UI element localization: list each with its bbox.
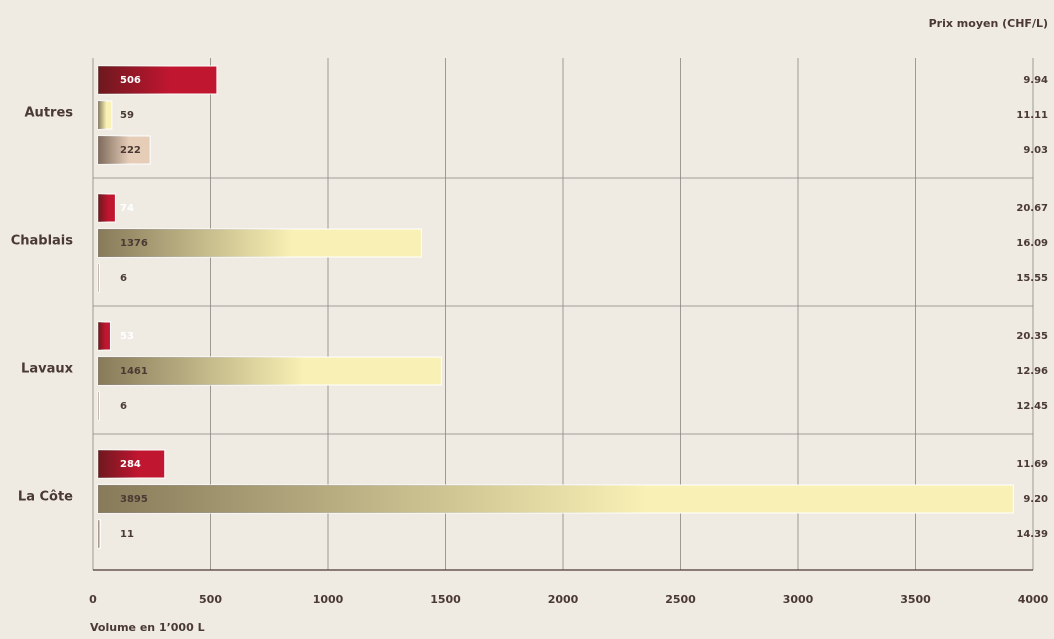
- value-label: 6: [120, 273, 127, 284]
- bar-shade: [98, 520, 101, 548]
- price-label: 20.67: [1016, 203, 1048, 214]
- value-label: 1376: [120, 238, 148, 249]
- x-tick-label: 1500: [430, 593, 461, 606]
- value-label: 506: [120, 75, 141, 86]
- bar-shade: [98, 66, 217, 94]
- value-label: 74: [120, 203, 134, 214]
- x-tick-label: 3500: [900, 593, 931, 606]
- price-label: 14.39: [1016, 529, 1048, 540]
- bar-shade: [98, 392, 100, 420]
- bar-shade: [98, 322, 111, 350]
- price-label: 11.69: [1016, 459, 1048, 470]
- price-label: 16.09: [1016, 238, 1048, 249]
- value-label: 11: [120, 529, 134, 540]
- price-label: 12.96: [1016, 366, 1048, 377]
- bar-shade: [98, 357, 442, 385]
- value-label: 284: [120, 459, 141, 470]
- category-label: Chablais: [11, 234, 74, 249]
- value-label: 1461: [120, 366, 148, 377]
- price-label: 12.45: [1016, 401, 1048, 412]
- value-label: 59: [120, 110, 134, 121]
- x-tick-label: 3000: [783, 593, 814, 606]
- price-label: 20.35: [1016, 331, 1048, 342]
- bar-shade: [98, 485, 1014, 513]
- bar-shade: [98, 136, 151, 164]
- bar-shade: [98, 264, 100, 292]
- bar-shade: [98, 229, 422, 257]
- value-label: 222: [120, 145, 141, 156]
- x-tick-label: 2000: [548, 593, 579, 606]
- x-tick-label: 500: [199, 593, 222, 606]
- value-label: 53: [120, 331, 134, 342]
- category-label: La Côte: [18, 490, 73, 505]
- x-tick-label: 2500: [665, 593, 696, 606]
- x-axis-title: Volume en 1’000 L: [90, 621, 205, 634]
- x-tick-label: 4000: [1018, 593, 1049, 606]
- price-label: 9.94: [1023, 75, 1048, 86]
- value-label: 3895: [120, 494, 148, 505]
- value-label: 6: [120, 401, 127, 412]
- bar-shade: [98, 101, 112, 129]
- category-label: Autres: [25, 106, 74, 121]
- x-tick-label: 0: [89, 593, 97, 606]
- price-axis-title: Prix moyen (CHF/L): [929, 17, 1048, 30]
- price-label: 9.03: [1023, 145, 1048, 156]
- bar-shade: [98, 194, 116, 222]
- category-label: Lavaux: [21, 362, 74, 377]
- price-label: 15.55: [1016, 273, 1048, 284]
- bar-shade: [98, 450, 165, 478]
- x-tick-label: 1000: [313, 593, 344, 606]
- price-label: 11.11: [1016, 110, 1048, 121]
- price-label: 9.20: [1023, 494, 1048, 505]
